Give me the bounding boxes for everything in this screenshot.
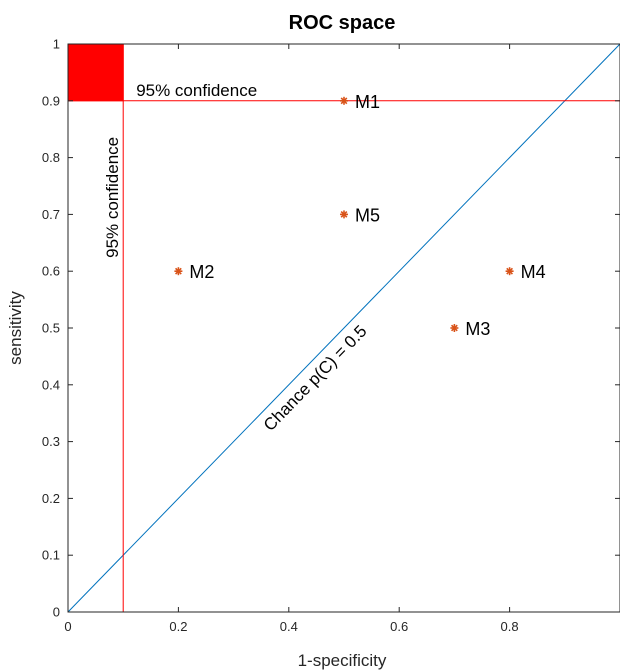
x-tick-label: 0.8 [501, 619, 519, 634]
y-tick-label: 0.4 [42, 377, 60, 392]
y-tick-label: 0.1 [42, 548, 60, 563]
plot-area: 0 0.2 0.4 0.6 0.8 00.10.20.30.40.50.60.70.80… [42, 37, 620, 634]
y-tick-label: 0 [53, 605, 60, 620]
chance-line [67, 43, 620, 613]
y-tick-label: 0.2 [42, 491, 60, 506]
data-point [505, 267, 514, 276]
x-axis-label: 1-specificity [298, 651, 387, 670]
chance-line-label: Chance p(C) = 0.5 [260, 322, 371, 435]
data-point-label: M3 [465, 319, 490, 339]
x-tick-label: 0.4 [280, 619, 298, 634]
x-tick-label: 0.2 [169, 619, 187, 634]
data-point [340, 210, 348, 219]
data-points: M1 M2 M3 M4 M5 [174, 92, 546, 339]
confidence-label-horizontal: 95% confidence [136, 81, 257, 100]
chart-title: ROC space [289, 12, 396, 34]
data-point [450, 324, 459, 332]
x-tick-label: 0.6 [390, 619, 408, 634]
data-point-label: M5 [355, 205, 380, 225]
data-point-label: M1 [355, 92, 380, 112]
y-tick-label: 0.6 [42, 264, 60, 279]
x-tick-label: 0 [64, 619, 71, 634]
y-tick-label: 0.7 [42, 207, 60, 222]
confidence-region [67, 43, 124, 102]
data-point [340, 96, 348, 105]
y-tick-label: 0.5 [42, 321, 60, 336]
data-point [174, 267, 183, 276]
y-tick-label: 1 [53, 37, 60, 52]
y-tick-label: 0.3 [42, 434, 60, 449]
y-axis-ticks: 0 0.1 0.2 0.3 0.4 0.5 0.6 0.7 0.8 0.9 1 [42, 37, 620, 620]
y-tick-label: 0.8 [42, 150, 60, 165]
x-axis-ticks: 0 0.2 0.4 0.6 0.8 [64, 44, 519, 634]
confidence-label-vertical: 95% confidence [103, 137, 122, 258]
data-point-label: M2 [189, 262, 214, 282]
y-axis-label: sensitivity [6, 291, 25, 365]
data-point-label: M4 [521, 262, 546, 282]
y-tick-label: 0.9 [42, 93, 60, 108]
